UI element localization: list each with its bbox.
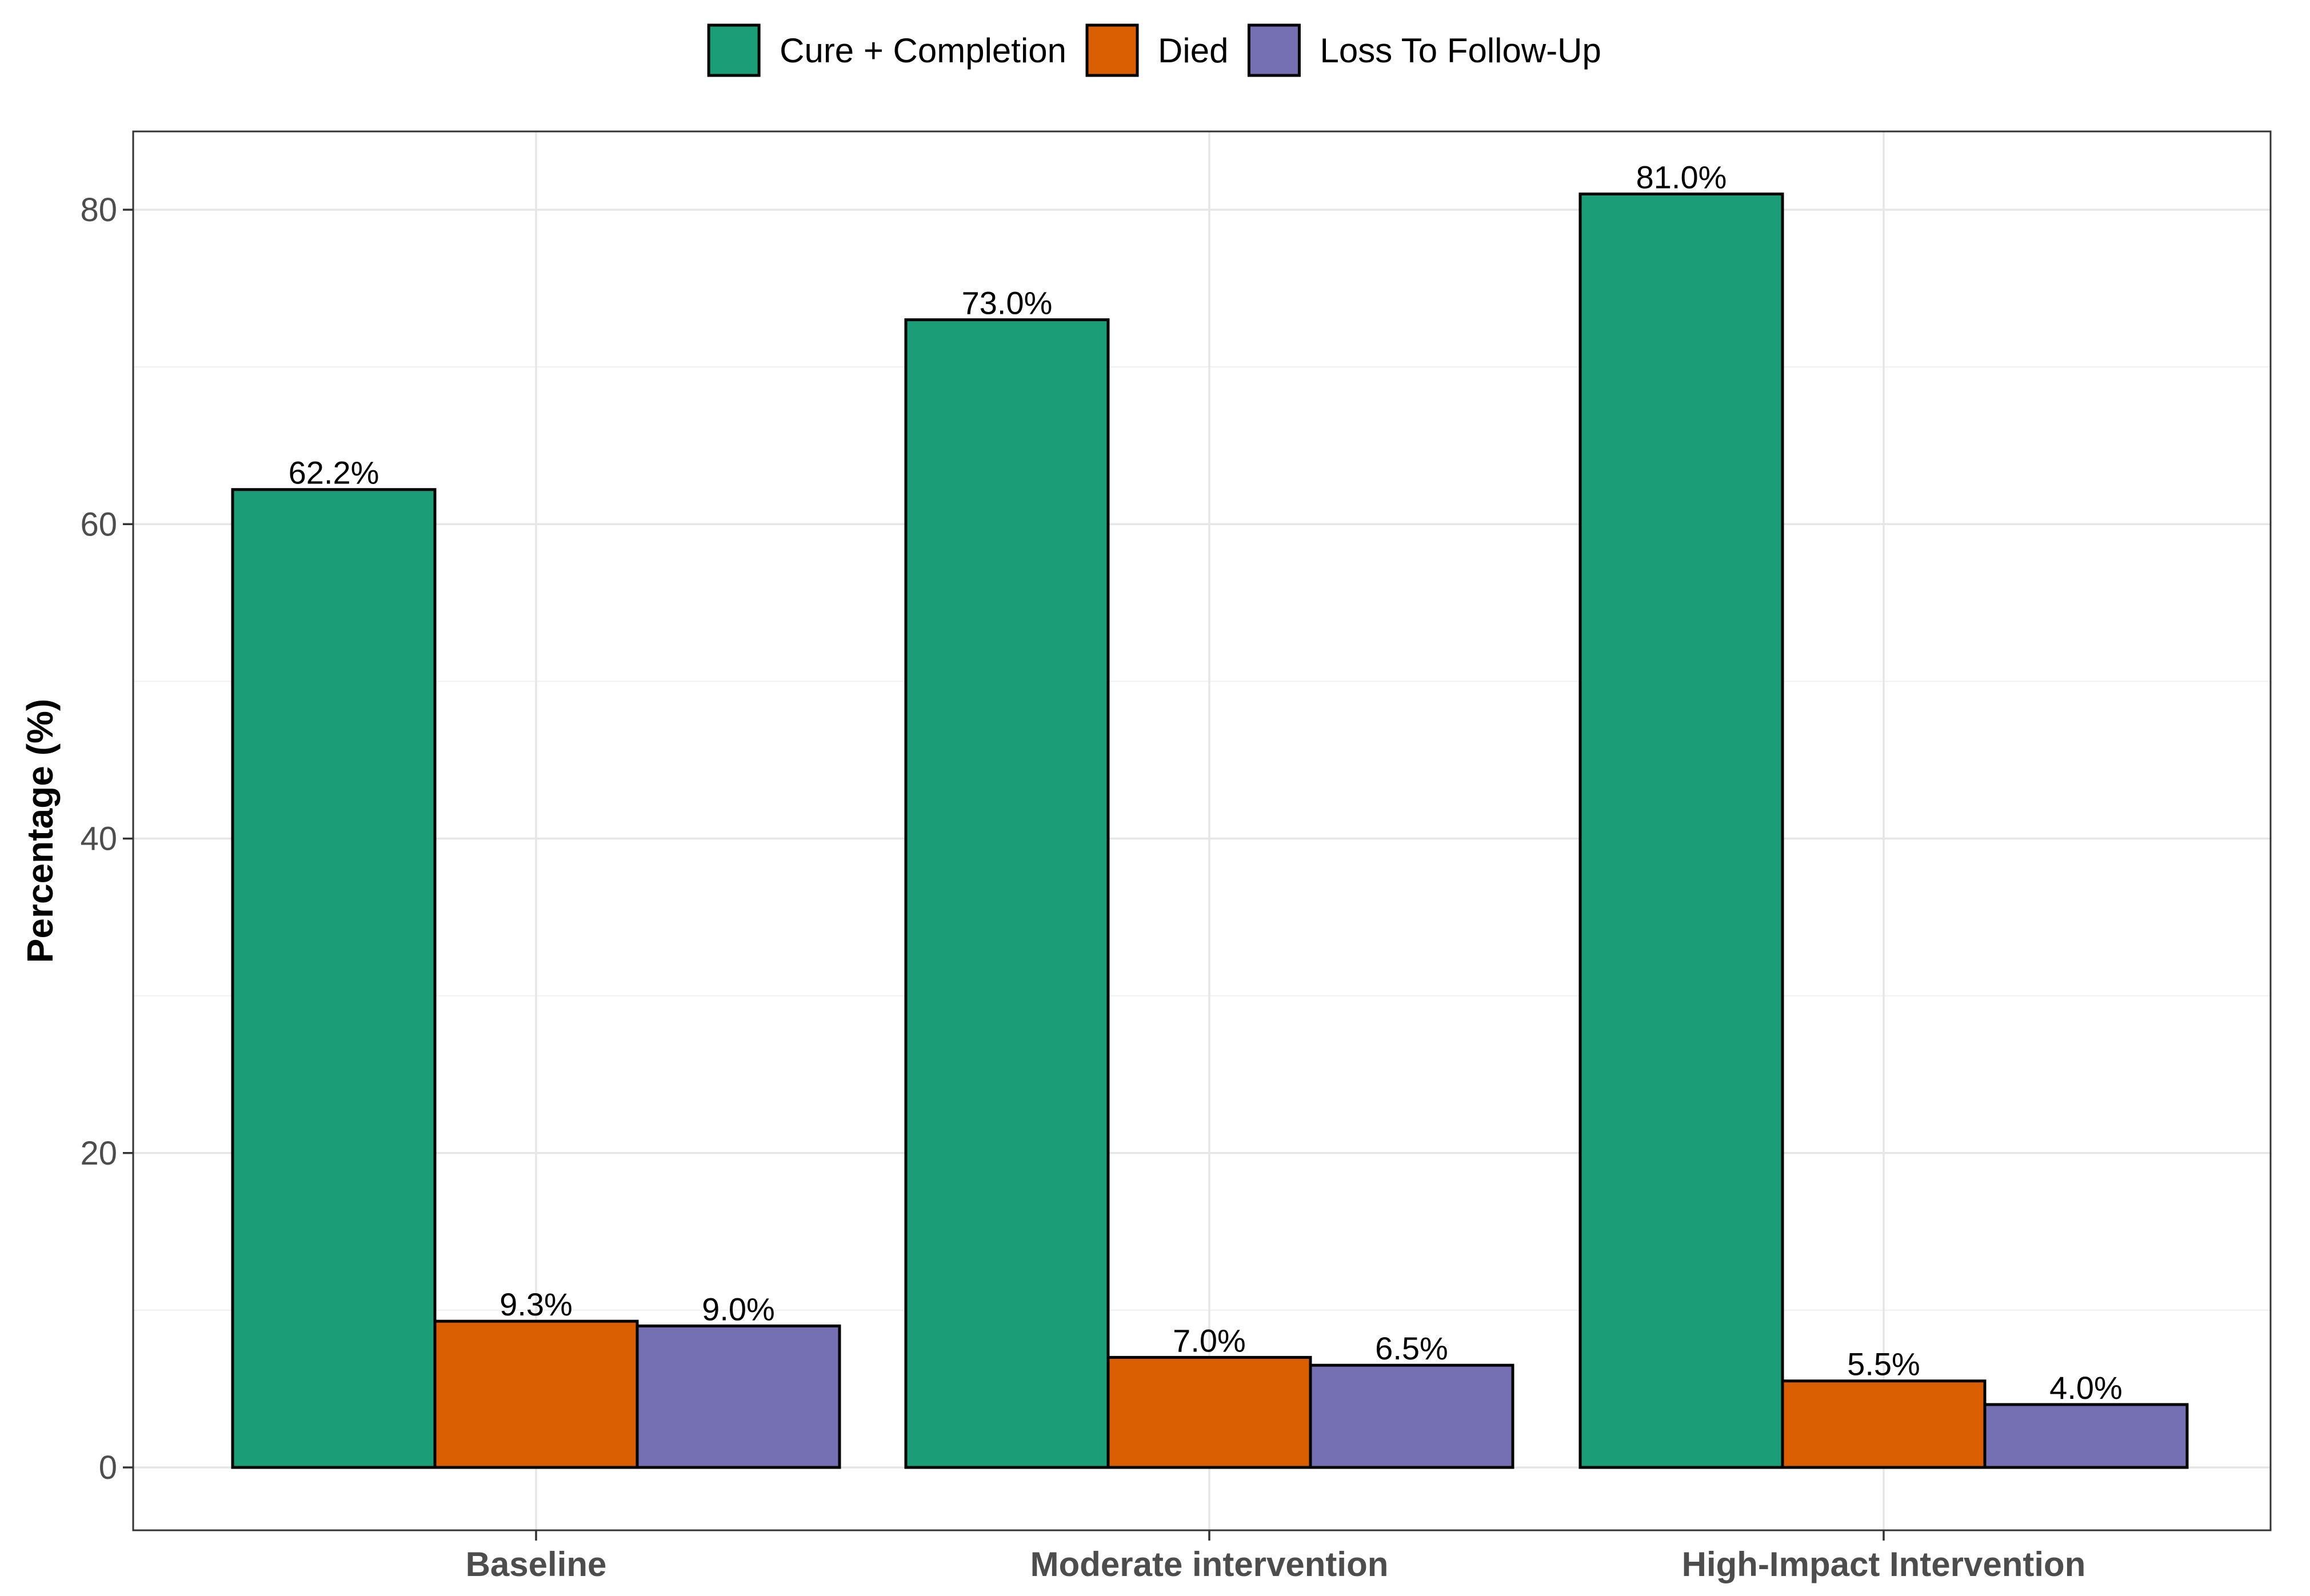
bar-value-label: 73.0% — [962, 285, 1053, 321]
bar-labels: 62.2% 9.3% 9.0% 73.0% 7.0% 6.5% 81.0% 5.5% 4.0% — [289, 159, 2123, 1405]
x-tick-label: Baseline — [466, 1545, 607, 1583]
legend-label: Died — [1158, 31, 1228, 70]
bar-value-label: 5.5% — [1847, 1346, 1920, 1382]
bar-value-label: 62.2% — [289, 455, 379, 491]
bar-value-label: 9.3% — [499, 1286, 573, 1322]
bar-value-label: 4.0% — [2049, 1370, 2123, 1406]
y-tick-label: 80 — [80, 191, 117, 229]
bar-value-label: 7.0% — [1173, 1322, 1246, 1358]
legend-item: Cure + Completion — [707, 23, 1066, 77]
bar — [1983, 1403, 2189, 1469]
bar — [1578, 192, 1784, 1469]
panel-border — [132, 130, 2272, 1531]
bars — [231, 192, 2189, 1469]
y-axis-title: Percentage (%) — [19, 699, 61, 963]
bar — [433, 1319, 639, 1469]
bar — [904, 318, 1110, 1469]
legend-label: Loss To Follow-Up — [1320, 31, 1601, 70]
bar — [636, 1324, 841, 1469]
bar — [1106, 1355, 1312, 1469]
x-axis: Baseline Moderate intervention High-Impact… — [466, 1530, 2086, 1583]
legend-item: Died — [1085, 23, 1228, 77]
bar — [1309, 1363, 1514, 1469]
bar-value-label: 6.5% — [1375, 1330, 1448, 1366]
legend-key — [1085, 23, 1139, 77]
y-tick-label: 20 — [80, 1135, 117, 1172]
bar — [231, 488, 437, 1469]
legend-key — [1247, 23, 1301, 77]
y-axis: 0 20 40 60 80 — [80, 191, 133, 1486]
bar-value-label: 81.0% — [1636, 159, 1727, 195]
legend-key — [707, 23, 761, 77]
legend-label: Cure + Completion — [780, 31, 1066, 70]
x-tick-label: High-Impact Intervention — [1682, 1545, 2086, 1583]
x-tick-label: Moderate intervention — [1030, 1545, 1389, 1583]
y-tick-label: 0 — [99, 1449, 117, 1486]
y-tick-label: 60 — [80, 506, 117, 543]
bar-value-label: 9.0% — [702, 1291, 775, 1327]
y-tick-label: 40 — [80, 821, 117, 858]
legend-item: Loss To Follow-Up — [1247, 23, 1601, 77]
legend: Cure + Completion Died Loss To Follow-Up — [707, 23, 1601, 77]
bar — [1781, 1379, 1987, 1469]
